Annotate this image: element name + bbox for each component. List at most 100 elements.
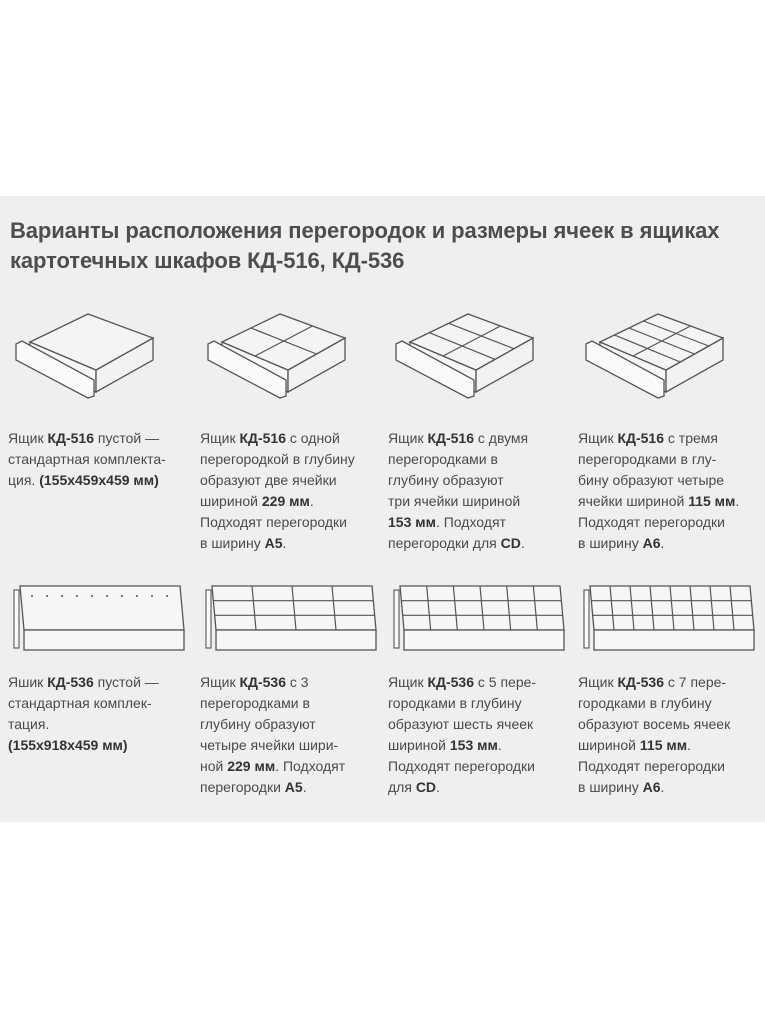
- caption-text: ячейки шириной: [578, 493, 689, 509]
- caption-line: в ширину А5.: [200, 533, 355, 554]
- caption-text: образуют восемь ячеек: [578, 716, 731, 732]
- caption-line: бину образуют четыре: [578, 470, 739, 491]
- tray-column-divider: [609, 585, 615, 631]
- caption-text: Ящик: [388, 674, 428, 690]
- caption-emphasis: КД-536: [47, 674, 94, 690]
- caption-text: с 7 пере-: [664, 674, 727, 690]
- drawer-516-3-dividers-illustration: [585, 313, 725, 399]
- caption-line: Ящик КД-516 с двумя: [388, 428, 528, 449]
- caption-text: Подходят перегородки: [578, 514, 725, 530]
- caption-line: Ящик КД-516 с тремя: [578, 428, 739, 449]
- caption-emphasis: 229 мм: [227, 758, 276, 774]
- caption-text: перегородки: [200, 779, 285, 795]
- drawer-rim: [220, 313, 347, 371]
- tray-hole: [31, 595, 33, 597]
- caption-line: в ширину А6.: [578, 533, 739, 554]
- caption-text: бину образуют четыре: [578, 472, 725, 488]
- tray-hole: [61, 595, 63, 597]
- tray-top: [19, 585, 185, 631]
- caption-text: три ячейки шириной: [388, 493, 521, 509]
- caption-text: Подходят перегородки: [578, 758, 725, 774]
- tray-column-divider: [251, 585, 257, 631]
- caption-text: тация.: [8, 716, 50, 732]
- caption-line: перегородки А5.: [200, 777, 345, 798]
- caption-line: глубину образуют: [388, 470, 528, 491]
- caption-line: перегородками в: [200, 693, 345, 714]
- drawer-cross-divider: [632, 325, 691, 357]
- caption-text: с одной: [286, 430, 340, 446]
- drawer-516-1-divider-illustration: [207, 313, 347, 399]
- caption-line: глубину образуют: [200, 714, 345, 735]
- caption-line: образуют восемь ячеек: [578, 714, 730, 735]
- caption-text: Ящик: [200, 430, 240, 446]
- caption-line: ция. (155x459x459 мм): [8, 470, 166, 491]
- caption-text: шириной: [578, 737, 640, 753]
- caption-line: тация.: [8, 714, 159, 735]
- tray-handle: [393, 589, 400, 649]
- caption-emphasis: 115 мм: [688, 493, 736, 509]
- caption-text: глубину образуют: [200, 716, 316, 732]
- caption-text: . Подходят: [275, 758, 346, 774]
- caption-text: ция.: [8, 472, 40, 488]
- caption-emphasis: КД-516: [47, 430, 95, 446]
- caption-text: в ширину: [578, 779, 643, 795]
- drawer-caption: Ящик КД-516 с одной перегородкой в глубин…: [200, 428, 355, 554]
- tray-column-divider: [506, 585, 512, 631]
- caption-emphasis: А5: [264, 535, 283, 551]
- caption-text: четыре ячейки шири-: [200, 737, 339, 753]
- caption-text: Подходят перегородки: [388, 758, 535, 774]
- caption-emphasis: А6: [642, 535, 661, 551]
- caption-emphasis: 229 мм: [261, 493, 310, 509]
- caption-emphasis: (155x459x459 мм): [39, 472, 159, 488]
- tray-column-divider: [331, 585, 337, 631]
- caption-line: Подходят перегородки: [200, 512, 355, 533]
- caption-text: .: [302, 779, 307, 795]
- caption-text: с 5 пере-: [474, 674, 537, 690]
- caption-text: с 3: [286, 674, 309, 690]
- caption-line: перегородками в глу-: [578, 449, 739, 470]
- drawer-536-5-dividers-illustration: [393, 585, 565, 651]
- content-panel: [0, 196, 765, 822]
- tray-column-divider: [669, 585, 675, 631]
- caption-text: для: [388, 779, 416, 795]
- tray-column-divider: [291, 585, 297, 631]
- drawer-caption: Яшик КД-536 пустой — стандартная комплек-…: [8, 672, 159, 756]
- caption-text: городками в глубину: [388, 695, 522, 711]
- caption-text: в ширину: [578, 535, 643, 551]
- caption-text: с двумя: [474, 430, 529, 446]
- caption-line: перегородкой в глубину: [200, 449, 355, 470]
- caption-line: Ящик КД-536 с 7 пере-: [578, 672, 730, 693]
- tray-hole: [151, 595, 153, 597]
- drawer-516-empty-illustration: [15, 313, 155, 399]
- caption-text: .: [735, 493, 740, 509]
- caption-text: городками в глубину: [578, 695, 712, 711]
- tray-column-divider: [532, 585, 538, 631]
- drawer-caption: Ящик КД-536 с 7 пере-городками в глубину…: [578, 672, 730, 798]
- caption-text: шириной: [200, 493, 262, 509]
- caption-emphasis: (155x918x459 мм): [8, 737, 128, 753]
- caption-text: Ящик: [578, 430, 618, 446]
- caption-line: образуют шесть ячеек: [388, 714, 536, 735]
- caption-text: Ящик: [578, 674, 618, 690]
- caption-line: ной 229 мм. Подходят: [200, 756, 345, 777]
- drawer-rim: [598, 313, 725, 371]
- caption-line: три ячейки шириной: [388, 491, 528, 512]
- tray-handle: [583, 589, 590, 649]
- caption-text: .: [520, 535, 525, 551]
- page-title: Варианты расположения перегородок и разм…: [10, 216, 720, 276]
- drawer-handle: [585, 340, 665, 399]
- caption-text: .: [687, 737, 691, 753]
- title-line-1: Варианты расположения перегородок и разм…: [10, 218, 720, 243]
- caption-text: перегородками в: [388, 451, 498, 467]
- caption-emphasis: CD: [500, 535, 521, 551]
- caption-line: для CD.: [388, 777, 536, 798]
- caption-emphasis: 153 мм: [449, 737, 498, 753]
- caption-line: стандартная комплек-: [8, 693, 159, 714]
- drawer-caption: Ящик КД-516 с тремя перегородками в глу-б…: [578, 428, 739, 554]
- caption-emphasis: КД-516: [617, 430, 665, 446]
- caption-line: четыре ячейки шири-: [200, 735, 345, 756]
- caption-line: городками в глубину: [388, 693, 536, 714]
- caption-text: в ширину: [200, 535, 265, 551]
- caption-text: Ящик: [8, 430, 48, 446]
- caption-emphasis: КД-536: [427, 674, 475, 690]
